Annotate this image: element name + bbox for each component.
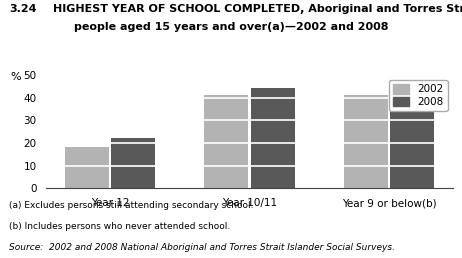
Text: (b) Includes persons who never attended school.: (b) Includes persons who never attended … (9, 222, 231, 231)
Bar (344, 95, 388, 188)
Text: (a) Excludes persons still attending secondary school.: (a) Excludes persons still attending sec… (9, 201, 254, 210)
Text: 3.24: 3.24 (9, 4, 37, 14)
Legend: 2002, 2008: 2002, 2008 (389, 80, 448, 111)
Text: %: % (11, 72, 21, 82)
Text: people aged 15 years and over(a)—2002 and 2008: people aged 15 years and over(a)—2002 an… (74, 22, 388, 32)
Text: HIGHEST YEAR OF SCHOOL COMPLETED, Aboriginal and Torres Strait Islander: HIGHEST YEAR OF SCHOOL COMPLETED, Aborig… (53, 4, 462, 14)
Bar (111, 138, 155, 188)
Bar (65, 148, 109, 188)
Bar (204, 95, 248, 188)
Text: Source:  2002 and 2008 National Aboriginal and Torres Strait Islander Social Sur: Source: 2002 and 2008 National Aborigina… (9, 243, 395, 252)
Bar (390, 111, 434, 188)
Bar (251, 88, 295, 188)
